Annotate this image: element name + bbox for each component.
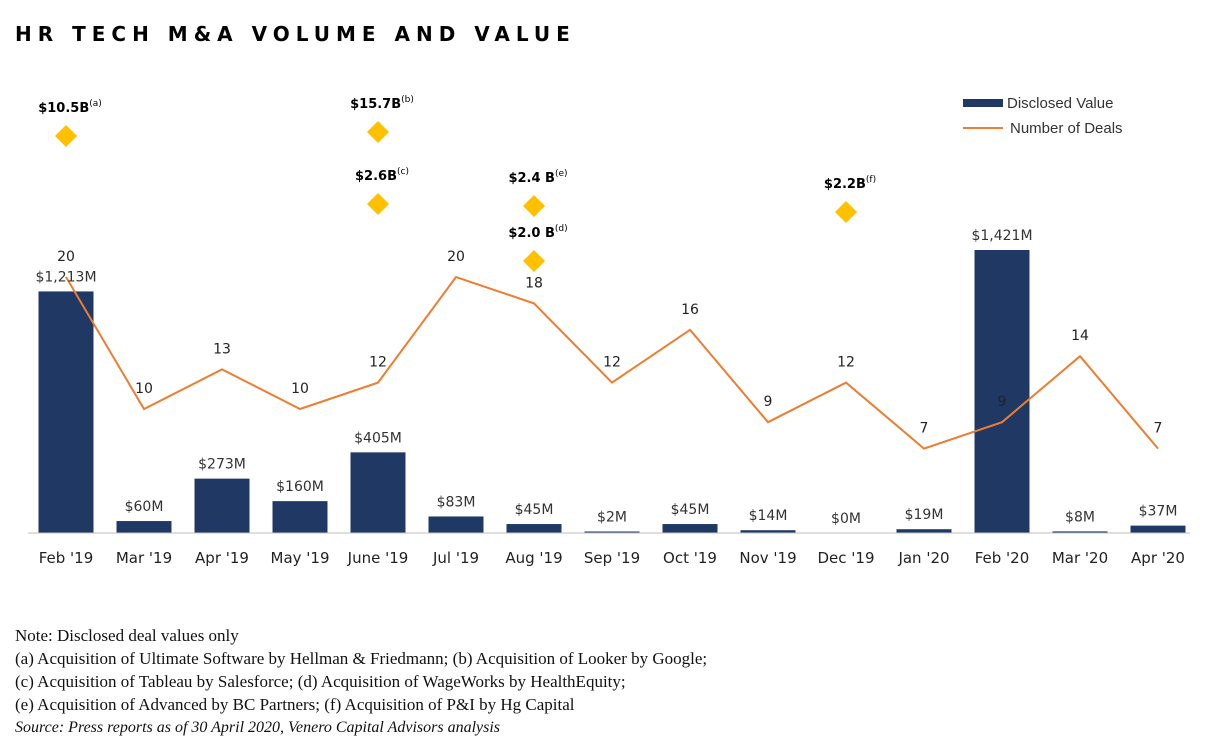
x-tick-label: Apr '20 [1131, 549, 1185, 567]
deal-count-label: 9 [764, 394, 773, 410]
deal-value-diamond [55, 125, 77, 147]
bar [1052, 531, 1108, 533]
chart-canvas: $1,213M Feb '19 $60M Mar '19 $273M Apr '19 $16… [28, 95, 1190, 567]
note-line-3: (c) Acquisition of Tableau by Salesforce… [15, 672, 626, 691]
deal-count-label: 12 [369, 355, 387, 371]
deal-value-annotation: $2.0 B(d) [508, 224, 567, 241]
x-tick-label: Aug '19 [505, 549, 562, 567]
deal-value-diamond [835, 201, 857, 223]
bar-value-label: $1,421M [971, 228, 1032, 244]
deal-value-diamond [523, 250, 545, 272]
bar [272, 501, 328, 533]
legend-label-value: Disclosed Value [1007, 95, 1113, 112]
deal-count-label: 12 [603, 355, 621, 371]
x-tick-label: June '19 [347, 549, 409, 567]
deal-count-label: 14 [1071, 328, 1089, 344]
legend: Disclosed Value Number of Deals [963, 95, 1123, 137]
bar-value-label: $1,213M [35, 269, 96, 285]
deals-line [65, 275, 1159, 450]
bar-value-label: $45M [515, 502, 554, 518]
x-tick-label: Mar '19 [116, 549, 172, 567]
x-tick-label: Dec '19 [817, 549, 874, 567]
deal-count-label: 13 [213, 341, 231, 357]
x-tick-label: Sep '19 [584, 549, 640, 567]
bar [662, 524, 718, 533]
bar [194, 478, 250, 533]
bar [1130, 525, 1186, 533]
bar [428, 516, 484, 533]
bar-value-label: $60M [125, 499, 164, 515]
x-tick-label: Nov '19 [739, 549, 796, 567]
x-tick-label: Feb '20 [975, 549, 1030, 567]
deal-count-label: 20 [447, 249, 465, 265]
deal-count-label: 18 [525, 275, 543, 291]
bar [584, 531, 640, 533]
x-tick-label: Apr '19 [195, 549, 249, 567]
note-line-2: (a) Acquisition of Ultimate Software by … [15, 649, 708, 668]
bar-value-label: $45M [671, 502, 710, 518]
bar [740, 530, 796, 533]
bar-value-label: $37M [1139, 504, 1178, 520]
x-tick-label: Jan '20 [897, 549, 949, 567]
deal-value-annotation: $2.2B(f) [824, 175, 876, 192]
x-tick-label: Oct '19 [663, 549, 717, 567]
deal-count-label: 7 [1154, 421, 1163, 437]
chart-title: HR TECH M&A VOLUME AND VALUE [15, 22, 576, 46]
deal-value-annotation: $2.6B(c) [355, 167, 409, 184]
deal-count-label: 7 [920, 421, 929, 437]
deal-count-label: 10 [135, 381, 153, 397]
bar-value-label: $8M [1065, 509, 1095, 525]
bar-value-label: $160M [276, 479, 324, 495]
notes: Note: Disclosed deal values only (a) Acq… [15, 624, 707, 739]
bar [350, 452, 406, 533]
x-tick-label: Feb '19 [39, 549, 94, 567]
bar-value-label: $83M [437, 494, 476, 510]
bar-value-label: $405M [354, 430, 402, 446]
legend-label-deals: Number of Deals [1010, 120, 1123, 137]
deal-value-diamond [523, 195, 545, 217]
bar-value-label: $273M [198, 457, 246, 473]
bar [506, 524, 562, 533]
bar [116, 521, 172, 533]
x-tick-label: Jul '19 [432, 549, 479, 567]
bar-value-label: $0M [831, 511, 861, 527]
deal-count-label: 9 [998, 394, 1007, 410]
deal-count-label: 10 [291, 381, 309, 397]
deal-value-diamond [367, 193, 389, 215]
x-tick-label: Mar '20 [1052, 549, 1108, 567]
deal-count-label: 12 [837, 355, 855, 371]
legend-swatch-value [963, 99, 1003, 107]
bar [974, 250, 1030, 533]
deal-value-diamond [367, 121, 389, 143]
bar [896, 529, 952, 533]
bar-value-label: $14M [749, 508, 788, 524]
deal-count-label: 16 [681, 302, 699, 318]
note-line-4: (e) Acquisition of Advanced by BC Partne… [15, 695, 575, 714]
deal-count-label: 20 [57, 249, 75, 265]
note-line-1: Note: Disclosed deal values only [15, 626, 239, 645]
source-line: Source: Press reports as of 30 April 202… [15, 719, 501, 736]
bar-value-label: $2M [597, 510, 627, 526]
deal-value-annotation: $2.4 B(e) [508, 169, 567, 186]
deal-value-annotation: $10.5B(a) [38, 99, 102, 116]
x-tick-label: May '19 [271, 549, 330, 567]
deal-value-annotation: $15.7B(b) [350, 95, 414, 112]
bar-value-label: $19M [905, 507, 944, 523]
bar [38, 291, 94, 533]
